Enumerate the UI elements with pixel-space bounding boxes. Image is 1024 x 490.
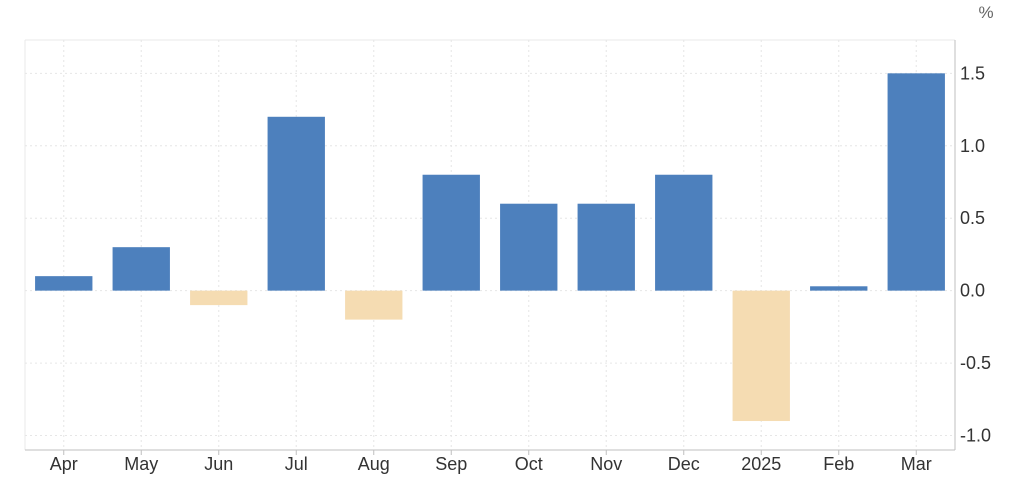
bar-may [112, 247, 170, 291]
bar-oct [500, 203, 558, 291]
y-tick-label: 1.0 [960, 136, 985, 156]
y-tick-label: -0.5 [960, 353, 991, 373]
y-tick-label: -1.0 [960, 426, 991, 446]
label-layer: % 1.5 1.0 0.5 0.0 -0.5 -1.0 Apr May Jun Jul Aug Sep… [50, 3, 994, 474]
bar-2025 [732, 290, 790, 422]
bar-jul [267, 116, 325, 291]
x-tick-label: Dec [668, 454, 700, 474]
bar-dec [655, 174, 713, 291]
x-tick-label: Apr [50, 454, 78, 474]
y-tick-label: 0.0 [960, 281, 985, 301]
x-tick-label: Jun [204, 454, 233, 474]
bar-jun [190, 290, 248, 306]
x-tick-label: Sep [435, 454, 467, 474]
bar-nov [577, 203, 635, 291]
y-tick-label: 0.5 [960, 208, 985, 228]
x-tick-label: Aug [358, 454, 390, 474]
x-tick-label: May [124, 454, 158, 474]
bars-layer [35, 73, 945, 422]
axis-layer [25, 40, 956, 455]
x-tick-label: Nov [590, 454, 622, 474]
x-tick-label: Jul [285, 454, 308, 474]
y-tick-label: 1.5 [960, 63, 985, 83]
bar-feb [810, 286, 868, 291]
x-tick-label: Oct [515, 454, 543, 474]
x-tick-label: 2025 [741, 454, 781, 474]
grid-layer [24, 39, 955, 450]
y-axis-unit-label: % [978, 3, 993, 22]
bar-aug [345, 290, 403, 320]
bar-mar [887, 73, 945, 291]
x-tick-label: Mar [901, 454, 932, 474]
bar-apr [35, 276, 93, 291]
x-tick-label: Feb [823, 454, 854, 474]
bar-sep [422, 174, 480, 291]
